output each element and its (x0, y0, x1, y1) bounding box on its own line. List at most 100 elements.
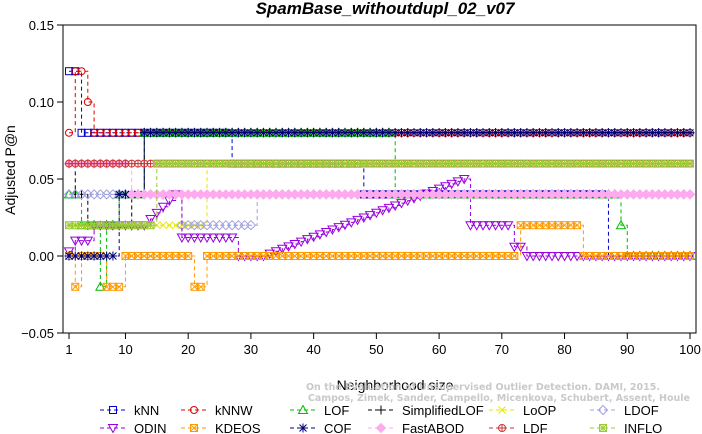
data-point (490, 221, 501, 231)
data-point (359, 128, 369, 138)
data-point (63, 247, 75, 257)
data-point (290, 128, 300, 138)
legend-swatch-marker (375, 422, 387, 434)
y-axis-title: Adjusted P@n (2, 125, 18, 215)
data-point (345, 218, 357, 228)
data-point (227, 128, 237, 138)
legend-swatch-marker (498, 406, 506, 414)
legend: kNN kNNW LOF SimplifiedLOF LoOP LDOF ODIN KDEOS… (100, 403, 662, 434)
data-point (571, 252, 583, 262)
legend-item-ldf: LDF (489, 421, 548, 434)
data-point (472, 128, 482, 138)
plot-frame (62, 24, 697, 334)
data-point (196, 128, 206, 138)
data-point (83, 251, 93, 261)
data-point (296, 128, 306, 138)
data-point (515, 242, 526, 253)
data-point (151, 208, 163, 219)
data-point (102, 251, 112, 261)
data-point (309, 128, 319, 138)
data-point (597, 128, 607, 138)
x-tick-label: 100 (679, 342, 701, 357)
legend-label: kNN (134, 403, 159, 418)
data-point (327, 128, 337, 138)
legend-item-kdeos: KDEOS (181, 421, 261, 434)
data-point (108, 128, 117, 137)
data-point (428, 128, 438, 138)
data-point (315, 128, 325, 138)
x-axis: 1 10 20 30 40 50 60 70 80 90 100 (65, 333, 701, 357)
data-point (271, 128, 281, 138)
data-point (409, 128, 419, 138)
y-axis: −0.05 0.00 0.05 0.10 0.15 (21, 18, 63, 341)
legend-item-inflo: INFLO (590, 421, 662, 434)
data-point (440, 182, 451, 192)
data-point (114, 189, 124, 199)
data-point (553, 128, 563, 138)
data-point (145, 215, 156, 225)
data-point (686, 252, 694, 260)
legend-swatch-marker (376, 405, 386, 415)
data-point (465, 221, 476, 231)
data-point (246, 128, 256, 138)
legend-swatch-marker (107, 424, 119, 434)
data-point (240, 128, 250, 138)
data-point (164, 128, 174, 138)
data-point (440, 128, 450, 138)
data-point (346, 128, 356, 138)
data-point (496, 221, 508, 231)
data-point (610, 128, 620, 138)
data-point (422, 128, 432, 138)
data-point (685, 128, 695, 138)
data-point (654, 128, 664, 138)
data-point (77, 251, 87, 261)
data-point (252, 128, 262, 138)
legend-item-loop: LoOP (489, 403, 556, 418)
data-point (320, 227, 332, 238)
data-point (434, 128, 444, 138)
data-point (603, 128, 613, 138)
legend-item-cof: COF (290, 421, 352, 434)
data-point (528, 128, 538, 138)
legend-item-ldof: LDOF (590, 403, 659, 418)
data-point (358, 213, 370, 224)
x-tick-label: 70 (495, 342, 509, 357)
data-point (458, 175, 470, 185)
legend-label: SimplifiedLOF (402, 403, 484, 418)
data-point (76, 236, 87, 247)
data-point (516, 128, 526, 138)
legend-label: LOF (324, 403, 349, 418)
data-point (560, 128, 570, 138)
data-point (546, 252, 558, 262)
data-point (102, 128, 111, 137)
x-tick-label: 30 (244, 342, 258, 357)
data-point (115, 128, 124, 137)
data-point (679, 128, 689, 138)
data-point (478, 128, 488, 138)
data-point (615, 219, 627, 230)
data-point (70, 251, 80, 261)
data-point (483, 221, 495, 231)
data-point (446, 179, 457, 190)
data-point (371, 128, 381, 138)
data-point (521, 252, 533, 262)
data-point (182, 233, 194, 244)
data-point (339, 220, 351, 231)
data-point (403, 128, 413, 138)
data-point (214, 233, 225, 244)
legend-item-lof: LOF (290, 403, 349, 418)
data-point (534, 128, 544, 138)
legend-label: COF (324, 421, 352, 434)
series-line (69, 163, 690, 195)
legend-label: ODIN (134, 421, 167, 434)
data-point (308, 232, 319, 243)
data-point (121, 128, 130, 137)
x-tick-label: 60 (432, 342, 446, 357)
data-point (352, 215, 363, 226)
data-point (578, 128, 588, 138)
data-point (327, 225, 338, 236)
data-point (334, 128, 344, 138)
data-point (364, 211, 376, 221)
data-point (202, 128, 212, 138)
